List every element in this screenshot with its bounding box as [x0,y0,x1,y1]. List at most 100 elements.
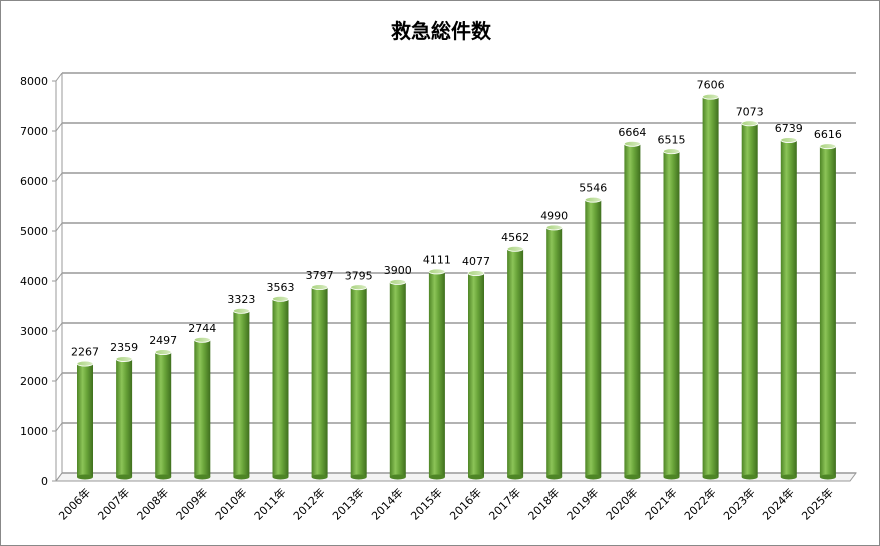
bar-base [663,474,680,480]
bar [193,336,211,480]
bar [819,143,837,480]
x-tick-label: 2006年 [56,485,93,522]
gridline-depth [55,422,63,432]
bar-body [428,271,445,477]
bar-base [350,474,367,480]
y-tick-label: 4000 [20,275,48,288]
data-label: 3900 [384,264,412,277]
x-tick-label: 2014年 [368,485,405,522]
x-tick-label: 2017年 [486,485,523,522]
bar-body [546,227,563,477]
data-label: 6739 [775,122,803,135]
x-tick-label: 2011年 [251,485,288,522]
bar-body [233,310,250,477]
y-tick-label: 3000 [20,325,48,338]
bar [780,137,798,480]
bar [311,284,329,480]
bar-cap [76,360,94,367]
data-label: 2497 [149,334,177,347]
bar-cap [741,120,759,127]
bar [545,224,563,480]
bar-body [702,96,719,477]
chart-title: 救急総件数 [391,19,491,43]
gridline-depth [55,72,63,82]
bar-base [194,474,211,480]
data-label: 3563 [267,281,295,294]
x-tick-label: 2008年 [134,485,171,522]
bar-base [507,474,524,480]
bar-body [155,352,172,477]
x-tick-label: 2024年 [759,485,796,522]
x-tick-label: 2009年 [173,485,210,522]
bar-cap [506,245,524,252]
bar-body [819,146,836,477]
bar [702,93,719,480]
data-label: 6664 [618,126,646,139]
bar-base [819,474,836,480]
bar [624,140,641,480]
bar-cap [350,284,368,291]
x-tick-label: 2023年 [720,485,757,522]
bar-cap [232,307,250,314]
x-tick-label: 2021年 [642,485,679,522]
x-tick-label: 2012年 [290,485,327,522]
gridline-depth [55,322,63,332]
bar [272,295,289,480]
gridline-depth [55,122,63,132]
bar-cap [311,284,329,291]
gridline-depth [55,472,63,482]
data-label: 4077 [462,255,490,268]
bar [741,120,759,480]
bar-cap [193,336,211,343]
x-tick-label: 2013年 [329,485,366,522]
data-label: 2267 [71,346,99,359]
bar-base [546,474,563,480]
y-tick-label: 8000 [20,75,48,88]
bar-base [116,474,133,480]
bar-base [272,474,289,480]
x-tick-label: 2022年 [681,485,718,522]
y-tick-label: 1000 [20,425,48,438]
bar-base [311,474,328,480]
bar-body [389,282,406,477]
bar-body [311,287,328,477]
bar-base [155,474,172,480]
data-label: 5546 [579,182,607,195]
bar-body [194,339,211,477]
bar-base [741,474,758,480]
data-label: 4990 [540,210,568,223]
data-label: 3795 [345,269,373,282]
bar [232,307,250,480]
data-label: 4562 [501,231,529,244]
bar-cap [545,224,563,231]
bar [154,349,172,480]
bar-base [428,474,445,480]
floor [55,472,857,482]
bar [663,148,680,480]
bar-cap [272,295,289,302]
gridline-depth [55,172,63,182]
x-tick-label: 2016年 [447,485,484,522]
bar-cap [663,148,680,155]
data-label: 3797 [306,269,334,282]
bar [506,245,524,480]
bar-cap [467,270,485,277]
bar-body [741,123,758,477]
bar-base [780,474,797,480]
bar-body [780,140,797,478]
x-tick-label: 2025年 [799,485,836,522]
bar-cap [702,93,719,100]
data-label: 7073 [736,105,764,118]
bar [76,360,94,480]
bar-body [350,287,367,477]
bar [428,268,446,480]
bar-cap [154,349,172,356]
bar-body [77,363,93,477]
x-tick-label: 2019年 [564,485,601,522]
bar-body [663,151,680,477]
y-tick-label: 5000 [20,225,48,238]
data-label: 4111 [423,253,451,266]
x-tick-label: 2010年 [212,485,249,522]
